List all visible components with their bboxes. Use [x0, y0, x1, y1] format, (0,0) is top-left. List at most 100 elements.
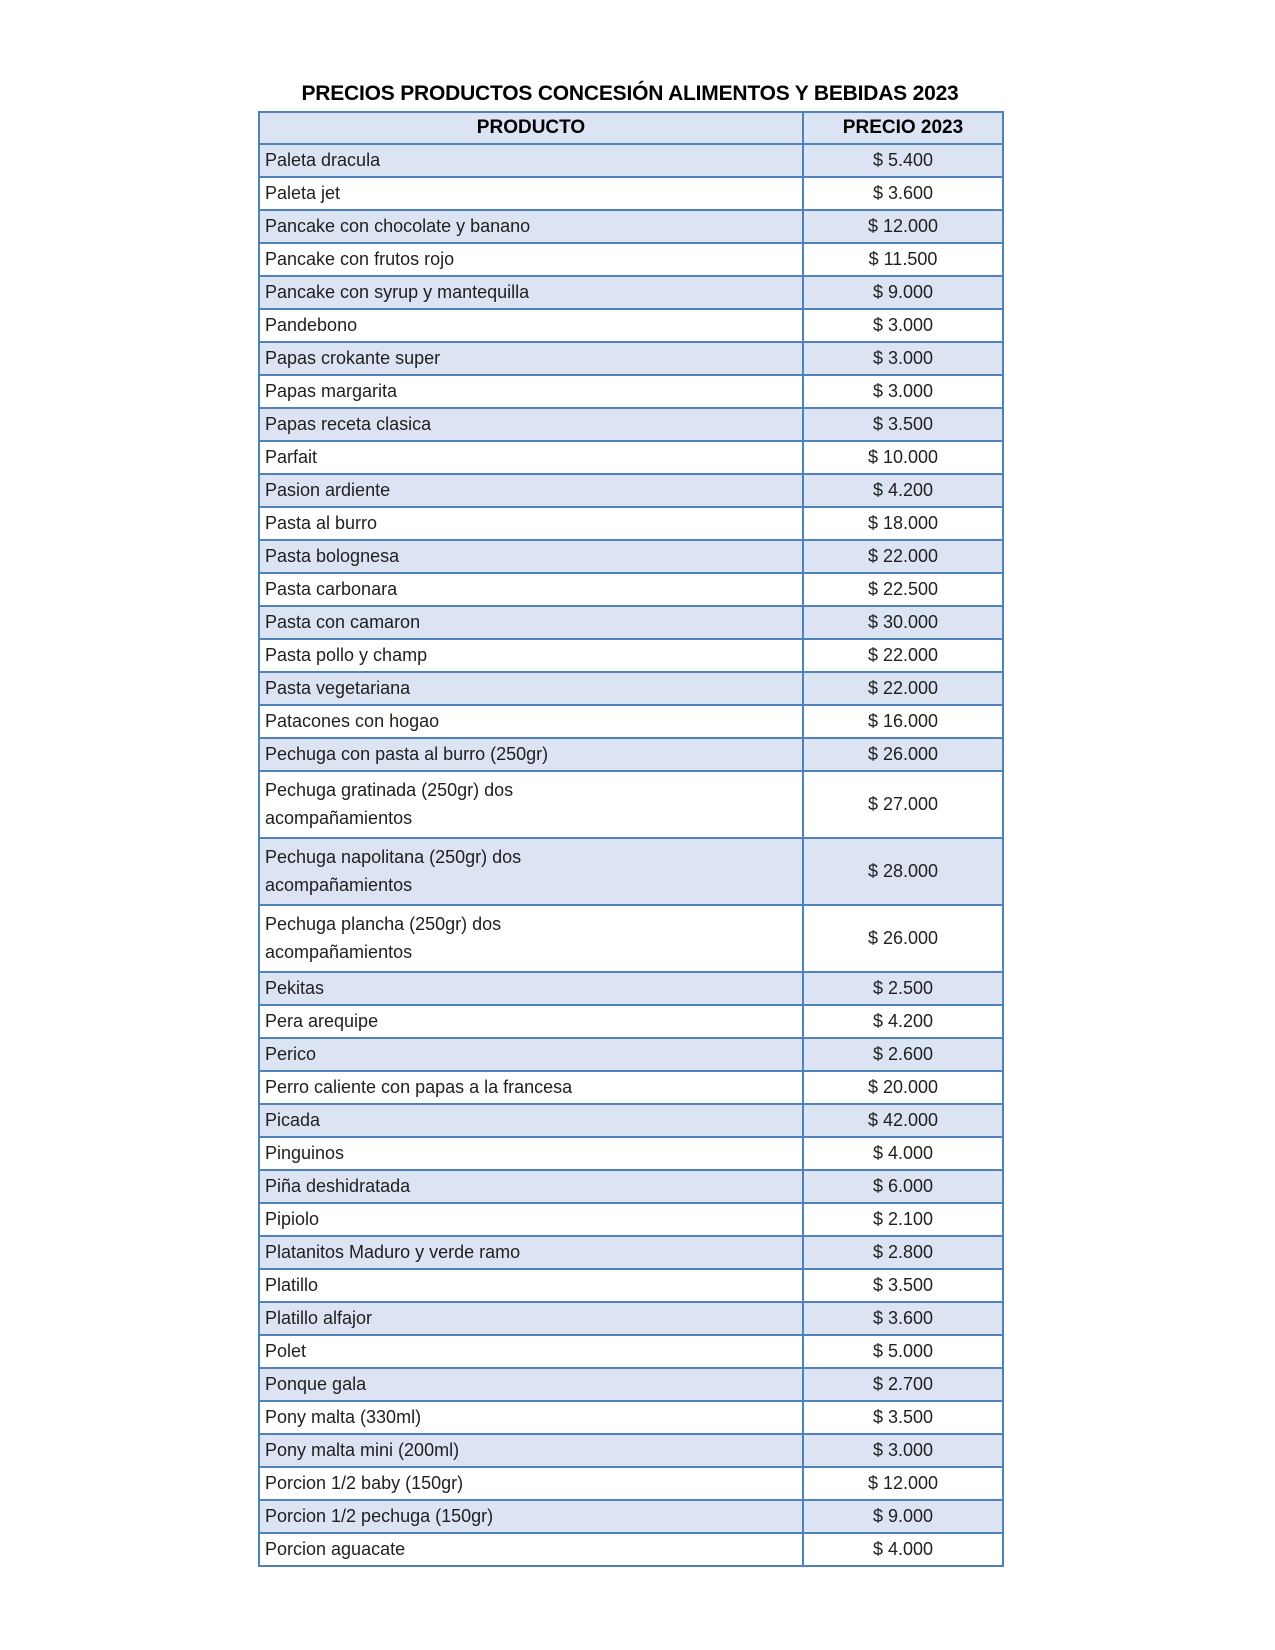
product-cell: Paleta dracula: [258, 143, 804, 178]
table-row: Pancake con chocolate y banano $ 12.000: [258, 209, 1004, 244]
table-row: Perico $ 2.600: [258, 1037, 1004, 1072]
product-cell: Porcion 1/2 baby (150gr): [258, 1466, 804, 1501]
table-row: Pipiolo $ 2.100: [258, 1202, 1004, 1237]
table-row: Pandebono $ 3.000: [258, 308, 1004, 343]
price-table: PRODUCTO PRECIO 2023 Paleta dracula $ 5.4…: [258, 111, 1004, 1567]
price-cell: $ 22.000: [802, 539, 1004, 574]
table-row: Platanitos Maduro y verde ramo $ 2.800: [258, 1235, 1004, 1270]
price-cell: $ 9.000: [802, 275, 1004, 310]
product-cell: Pechuga gratinada (250gr) dos acompañami…: [258, 770, 804, 839]
price-cell: $ 26.000: [802, 737, 1004, 772]
product-cell: Pasion ardiente: [258, 473, 804, 508]
product-cell: Pechuga napolitana (250gr) dos acompañam…: [258, 837, 804, 906]
price-cell: $ 4.200: [802, 473, 1004, 508]
table-row: Platillo $ 3.500: [258, 1268, 1004, 1303]
table-row: Pasta vegetariana $ 22.000: [258, 671, 1004, 706]
price-cell: $ 2.700: [802, 1367, 1004, 1402]
product-cell: Pera arequipe: [258, 1004, 804, 1039]
product-cell: Pasta al burro: [258, 506, 804, 541]
header-row: PRODUCTO PRECIO 2023: [258, 111, 1004, 145]
price-cell: $ 5.000: [802, 1334, 1004, 1369]
product-cell: Pancake con chocolate y banano: [258, 209, 804, 244]
product-cell: Pasta vegetariana: [258, 671, 804, 706]
price-cell: $ 4.200: [802, 1004, 1004, 1039]
table-row: Pony malta (330ml) $ 3.500: [258, 1400, 1004, 1435]
table-row: Paleta jet $ 3.600: [258, 176, 1004, 211]
price-cell: $ 28.000: [802, 837, 1004, 906]
price-cell: $ 30.000: [802, 605, 1004, 640]
table-row: Pechuga napolitana (250gr) dos acompañam…: [258, 837, 1004, 906]
product-cell: Porcion 1/2 pechuga (150gr): [258, 1499, 804, 1534]
product-cell: Picada: [258, 1103, 804, 1138]
table-row: Paleta dracula $ 5.400: [258, 143, 1004, 178]
table-row: Piña deshidratada $ 6.000: [258, 1169, 1004, 1204]
product-cell: Pipiolo: [258, 1202, 804, 1237]
price-cell: $ 26.000: [802, 904, 1004, 973]
table-row: Pechuga gratinada (250gr) dos acompañami…: [258, 770, 1004, 839]
table-row: Porcion 1/2 pechuga (150gr) $ 9.000: [258, 1499, 1004, 1534]
product-cell: Paleta jet: [258, 176, 804, 211]
table-header-price: PRECIO 2023: [802, 111, 1004, 145]
table-header-product: PRODUCTO: [258, 111, 804, 145]
product-cell: Pechuga con pasta al burro (250gr): [258, 737, 804, 772]
product-cell: Platanitos Maduro y verde ramo: [258, 1235, 804, 1270]
price-cell: $ 2.600: [802, 1037, 1004, 1072]
table-row: Pancake con syrup y mantequilla $ 9.000: [258, 275, 1004, 310]
price-cell: $ 2.800: [802, 1235, 1004, 1270]
price-cell: $ 3.000: [802, 341, 1004, 376]
product-cell: Pinguinos: [258, 1136, 804, 1171]
product-cell: Pasta pollo y champ: [258, 638, 804, 673]
product-cell: Perro caliente con papas a la francesa: [258, 1070, 804, 1105]
price-cell: $ 6.000: [802, 1169, 1004, 1204]
table-header: PRODUCTO PRECIO 2023: [258, 111, 1004, 145]
price-cell: $ 12.000: [802, 1466, 1004, 1501]
price-cell: $ 3.500: [802, 1400, 1004, 1435]
table-row: Papas margarita $ 3.000: [258, 374, 1004, 409]
table-row: Pancake con frutos rojo $ 11.500: [258, 242, 1004, 277]
price-cell: $ 20.000: [802, 1070, 1004, 1105]
table-row: Patacones con hogao $ 16.000: [258, 704, 1004, 739]
product-cell: Pancake con syrup y mantequilla: [258, 275, 804, 310]
product-cell: Parfait: [258, 440, 804, 475]
page-title: PRECIOS PRODUCTOS CONCESIÓN ALIMENTOS Y …: [301, 82, 959, 105]
price-cell: $ 12.000: [802, 209, 1004, 244]
price-cell: $ 3.500: [802, 407, 1004, 442]
product-cell: Pasta bolognesa: [258, 539, 804, 574]
price-cell: $ 2.500: [802, 971, 1004, 1006]
table-row: Pasta con camaron $ 30.000: [258, 605, 1004, 640]
table-row: Polet $ 5.000: [258, 1334, 1004, 1369]
price-cell: $ 4.000: [802, 1532, 1004, 1567]
price-cell: $ 27.000: [802, 770, 1004, 839]
product-cell: Papas crokante super: [258, 341, 804, 376]
product-cell: Pony malta (330ml): [258, 1400, 804, 1435]
price-cell: $ 3.600: [802, 176, 1004, 211]
table-row: Pinguinos $ 4.000: [258, 1136, 1004, 1171]
table-row: Perro caliente con papas a la francesa $ …: [258, 1070, 1004, 1105]
price-cell: $ 18.000: [802, 506, 1004, 541]
table-row: Ponque gala $ 2.700: [258, 1367, 1004, 1402]
table-row: Porcion 1/2 baby (150gr) $ 12.000: [258, 1466, 1004, 1501]
price-cell: $ 11.500: [802, 242, 1004, 277]
price-cell: $ 5.400: [802, 143, 1004, 178]
table-row: Papas crokante super $ 3.000: [258, 341, 1004, 376]
table-body: Paleta dracula $ 5.400 Paleta jet $ 3.600 Pa…: [258, 143, 1004, 1567]
product-cell: Pasta carbonara: [258, 572, 804, 607]
product-cell: Perico: [258, 1037, 804, 1072]
table-row: Pasion ardiente $ 4.200: [258, 473, 1004, 508]
product-cell: Porcion aguacate: [258, 1532, 804, 1567]
table-row: Papas receta clasica $ 3.500: [258, 407, 1004, 442]
price-cell: $ 22.500: [802, 572, 1004, 607]
table-row: Pekitas $ 2.500: [258, 971, 1004, 1006]
price-cell: $ 10.000: [802, 440, 1004, 475]
price-cell: $ 3.000: [802, 1433, 1004, 1468]
product-cell: Pandebono: [258, 308, 804, 343]
price-cell: $ 3.500: [802, 1268, 1004, 1303]
table-row: Parfait $ 10.000: [258, 440, 1004, 475]
price-cell: $ 9.000: [802, 1499, 1004, 1534]
table-row: Pasta pollo y champ $ 22.000: [258, 638, 1004, 673]
product-cell: Pekitas: [258, 971, 804, 1006]
price-cell: $ 2.100: [802, 1202, 1004, 1237]
price-cell: $ 22.000: [802, 671, 1004, 706]
price-cell: $ 3.000: [802, 374, 1004, 409]
